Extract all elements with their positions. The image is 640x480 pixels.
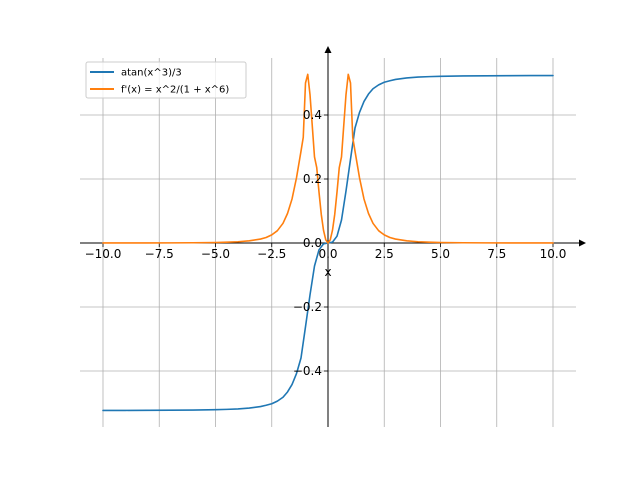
- series-line-2: [102, 73, 554, 244]
- legend-box: [85, 61, 247, 99]
- x-tick-label: 7.5: [487, 247, 506, 261]
- x-tick-label: 10.0: [540, 247, 567, 261]
- x-tick-label: −5.0: [201, 247, 230, 261]
- y-axis-arrowhead: [324, 46, 332, 53]
- y-tick-label: 0.4: [303, 108, 322, 122]
- x-tick-label: −7.5: [145, 247, 174, 261]
- y-tick-label: −0.2: [293, 300, 322, 314]
- legend-label-series-2: f'(x) = x^2/(1 + x^6): [121, 85, 229, 96]
- x-axis-arrowhead: [579, 239, 586, 247]
- series-layer: [102, 73, 554, 412]
- axes: [80, 46, 586, 427]
- x-tick-label: −10.0: [85, 247, 122, 261]
- legend-label-series-1: atan(x^3)/3: [121, 68, 182, 79]
- x-tick-label: 2.5: [375, 247, 394, 261]
- x-tick-label: −2.5: [257, 247, 286, 261]
- x-tick-label: 0.0: [318, 247, 337, 261]
- legend: atan(x^3)/3 f'(x) = x^2/(1 + x^6): [85, 61, 247, 99]
- x-axis-label: x: [324, 265, 331, 279]
- y-tick-label: 0.2: [303, 172, 322, 186]
- y-tick-label: 0.0: [303, 236, 322, 250]
- x-tick-label: 5.0: [431, 247, 450, 261]
- tick-labels: −10.0 −7.5 −5.0 −2.5 0.0 2.5 5.0 7.5 10.0 −0.4 −0.…: [85, 108, 567, 378]
- y-tick-label: −0.4: [293, 364, 322, 378]
